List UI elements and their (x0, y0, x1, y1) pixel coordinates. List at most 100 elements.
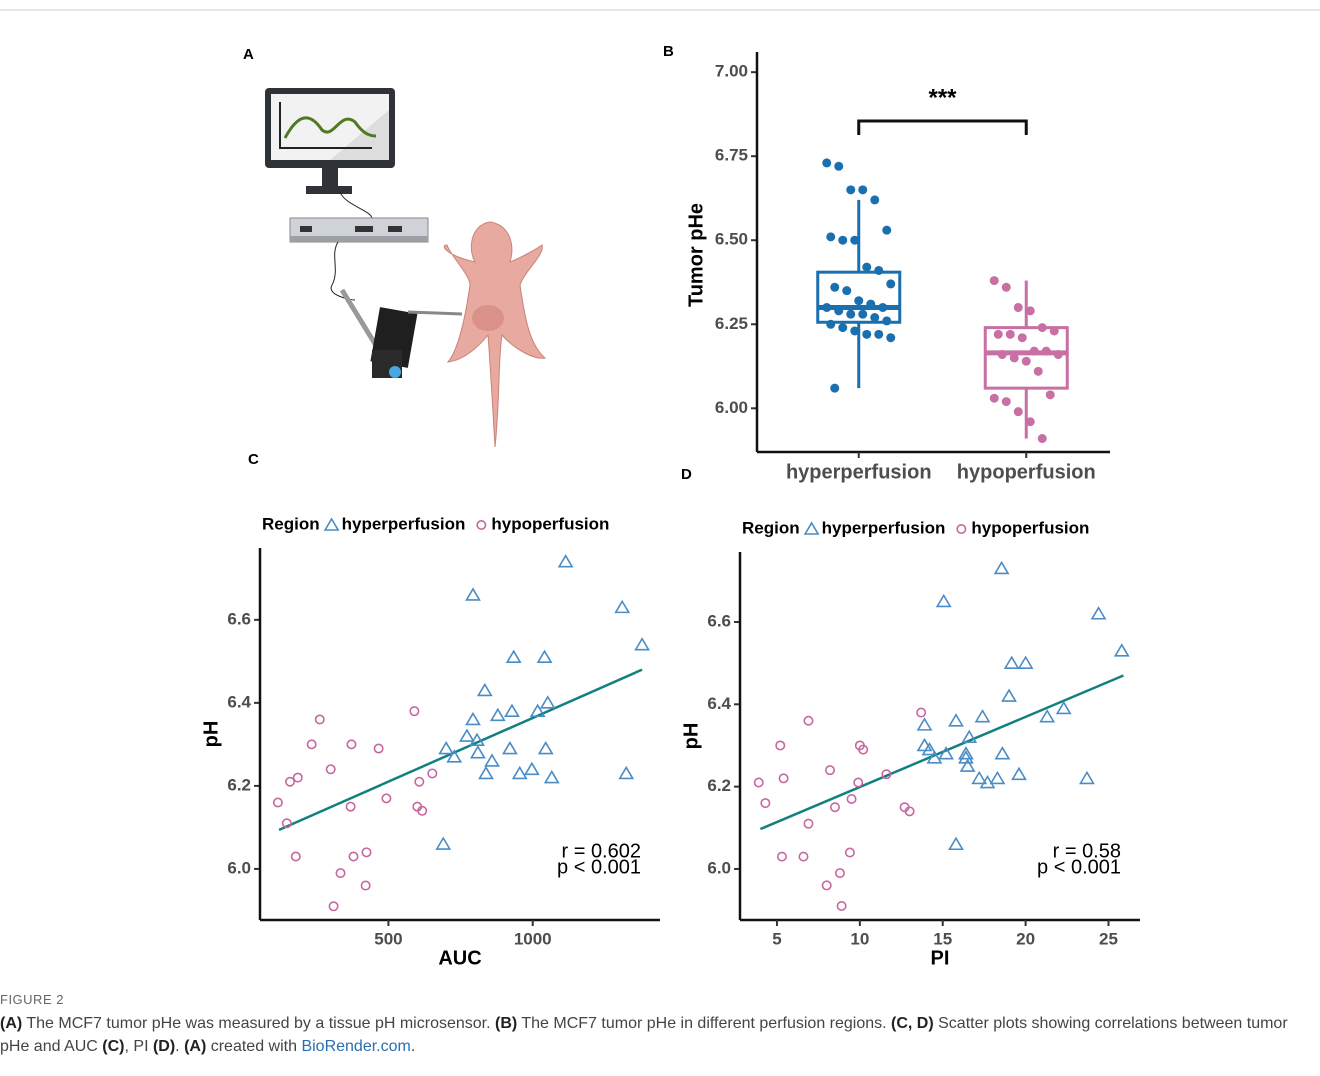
point (538, 651, 551, 662)
caption-text: The MCF7 tumor pHe in different perfusio… (517, 1015, 891, 1032)
point (437, 838, 450, 849)
point (779, 774, 787, 782)
legend-marker (477, 521, 485, 529)
point (850, 236, 859, 245)
point (316, 715, 324, 723)
point (1018, 333, 1027, 342)
point (882, 316, 891, 325)
annotation: p < 0.001 (1037, 856, 1121, 878)
caption-text: (C, D) (891, 1015, 934, 1032)
point (917, 708, 925, 716)
point (1019, 657, 1032, 668)
point (834, 162, 843, 171)
point (539, 743, 552, 754)
point (826, 320, 835, 329)
y-tick-label: 6.2 (227, 775, 251, 794)
point (1041, 711, 1054, 722)
point (1026, 306, 1035, 315)
point (1030, 347, 1039, 356)
point (799, 852, 807, 860)
x-tick-label: hypoperfusion (957, 461, 1096, 483)
point (858, 310, 867, 319)
point (1115, 645, 1128, 656)
point (866, 300, 875, 309)
point (1022, 357, 1031, 366)
point (836, 869, 844, 877)
point (361, 881, 369, 889)
x-tick-label: 1000 (514, 929, 552, 948)
caption-text: (A) (0, 1015, 22, 1032)
legend-label: hypoperfusion (971, 518, 1089, 537)
point (854, 778, 862, 786)
point (1014, 407, 1023, 416)
point (1034, 367, 1043, 376)
point (847, 795, 855, 803)
point (466, 713, 479, 724)
y-tick-label: 6.0 (707, 858, 731, 877)
point (838, 323, 847, 332)
point (804, 819, 812, 827)
point (349, 852, 357, 860)
y-axis-title: Tumor pHe (685, 203, 707, 307)
point (382, 794, 390, 802)
annotation: p < 0.001 (557, 856, 641, 878)
point (347, 740, 355, 748)
point (994, 330, 1003, 339)
point (862, 330, 871, 339)
point (327, 765, 335, 773)
point (886, 279, 895, 288)
caption: (A) The MCF7 tumor pHe was measured by a… (0, 1012, 1300, 1058)
point (1002, 397, 1011, 406)
point (834, 306, 843, 315)
caption-text: The MCF7 tumor pHe was measured by a tis… (22, 1015, 495, 1032)
legend-marker (325, 519, 338, 530)
point (479, 767, 492, 778)
point (1002, 283, 1011, 292)
point (292, 852, 300, 860)
point (410, 707, 418, 715)
point (428, 769, 436, 777)
caption-link[interactable]: BioRender.com (301, 1038, 410, 1055)
y-axis-title: pH (680, 723, 702, 750)
point (1042, 347, 1051, 356)
point (478, 684, 491, 695)
fit-line (279, 670, 642, 830)
point (822, 303, 831, 312)
point (1054, 350, 1063, 359)
point (846, 310, 855, 319)
point (761, 799, 769, 807)
point (491, 709, 504, 720)
point (937, 595, 950, 606)
point (620, 767, 633, 778)
point (336, 869, 344, 877)
y-tick-label: 6.2 (707, 776, 731, 795)
panel-label: C (248, 451, 259, 468)
point (374, 744, 382, 752)
point (1050, 326, 1059, 335)
panel-label: D (681, 466, 692, 483)
point (830, 384, 839, 393)
legend-title: Region (742, 518, 800, 537)
point (837, 902, 845, 910)
point (831, 803, 839, 811)
point (466, 589, 479, 600)
y-tick-label: 6.6 (227, 609, 251, 628)
point (874, 330, 883, 339)
significance: *** (928, 84, 957, 111)
x-tick-label: 15 (933, 929, 952, 948)
point (870, 313, 879, 322)
point (440, 743, 453, 754)
point (294, 773, 302, 781)
point (846, 185, 855, 194)
point (1080, 772, 1093, 783)
panel-label: B (663, 43, 674, 60)
x-tick-label: 500 (374, 929, 402, 948)
legend-title: Region (262, 514, 320, 533)
page: A B C D 6.006.256.506.757.00Tumor pHehyp… (0, 0, 1320, 1076)
y-axis-title: pH (200, 721, 222, 748)
legend-label: hyperperfusion (822, 518, 946, 537)
point (1046, 390, 1055, 399)
point (959, 752, 972, 763)
point (778, 852, 786, 860)
point (513, 767, 526, 778)
